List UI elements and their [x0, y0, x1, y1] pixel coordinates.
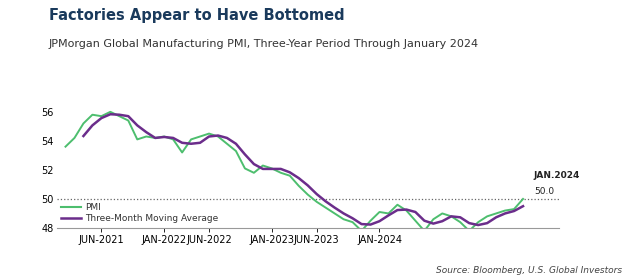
- Polygon shape: [20, 6, 40, 9]
- Bar: [21, 6, 26, 12]
- Bar: [31, 8, 35, 12]
- Text: JAN.2024: JAN.2024: [534, 171, 580, 180]
- Text: Factories Appear to Have Bottomed: Factories Appear to Have Bottomed: [49, 8, 345, 23]
- Text: Source: Bloomberg, U.S. Global Investors: Source: Bloomberg, U.S. Global Investors: [436, 266, 622, 275]
- Text: JPMorgan Global Manufacturing PMI, Three-Year Period Through January 2024: JPMorgan Global Manufacturing PMI, Three…: [49, 39, 479, 49]
- Text: 50.0: 50.0: [534, 187, 554, 196]
- Legend: PMI, Three-Month Moving Average: PMI, Three-Month Moving Average: [61, 203, 219, 224]
- Bar: [20, 9, 40, 20]
